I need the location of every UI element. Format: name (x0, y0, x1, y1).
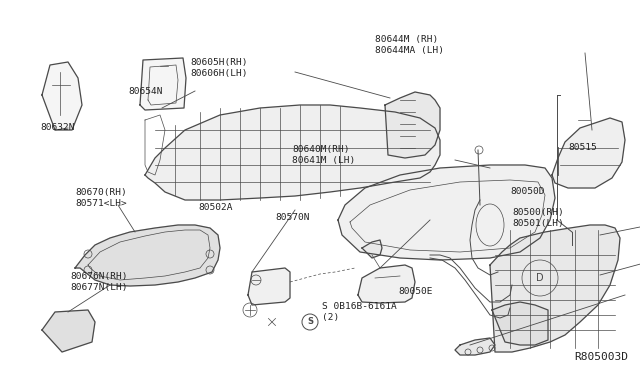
Text: 80050D: 80050D (510, 187, 545, 196)
Text: R805003D: R805003D (574, 352, 628, 362)
Polygon shape (552, 118, 625, 188)
Polygon shape (75, 225, 220, 286)
Text: 80676N(RH)
80677N(LH): 80676N(RH) 80677N(LH) (70, 272, 127, 292)
Text: 80500(RH)
80501(LH): 80500(RH) 80501(LH) (512, 208, 564, 228)
Text: 80605H(RH)
80606H(LH): 80605H(RH) 80606H(LH) (190, 58, 248, 78)
Polygon shape (145, 105, 440, 200)
Text: 80570N: 80570N (275, 214, 310, 222)
Text: 80654N: 80654N (128, 87, 163, 96)
Text: 80502A: 80502A (198, 203, 232, 212)
Text: 80050E: 80050E (398, 288, 433, 296)
Text: D: D (536, 273, 544, 283)
Polygon shape (42, 310, 95, 352)
Polygon shape (490, 225, 620, 352)
Text: 80640M(RH)
80641M (LH): 80640M(RH) 80641M (LH) (292, 145, 355, 166)
Text: 80515: 80515 (568, 142, 596, 151)
Polygon shape (358, 265, 415, 303)
Polygon shape (338, 165, 555, 260)
Text: S: S (307, 317, 313, 327)
Polygon shape (455, 338, 495, 355)
Polygon shape (42, 62, 82, 130)
Text: 80670(RH)
80571<LH>: 80670(RH) 80571<LH> (75, 187, 127, 208)
Polygon shape (385, 92, 440, 158)
Polygon shape (248, 268, 290, 305)
Polygon shape (362, 240, 382, 258)
Polygon shape (492, 302, 548, 345)
Text: 80644M (RH)
80644MA (LH): 80644M (RH) 80644MA (LH) (375, 35, 444, 55)
Text: 80632N: 80632N (40, 124, 74, 132)
Text: S 0B16B-6161A
(2): S 0B16B-6161A (2) (322, 302, 397, 323)
Polygon shape (140, 58, 186, 110)
